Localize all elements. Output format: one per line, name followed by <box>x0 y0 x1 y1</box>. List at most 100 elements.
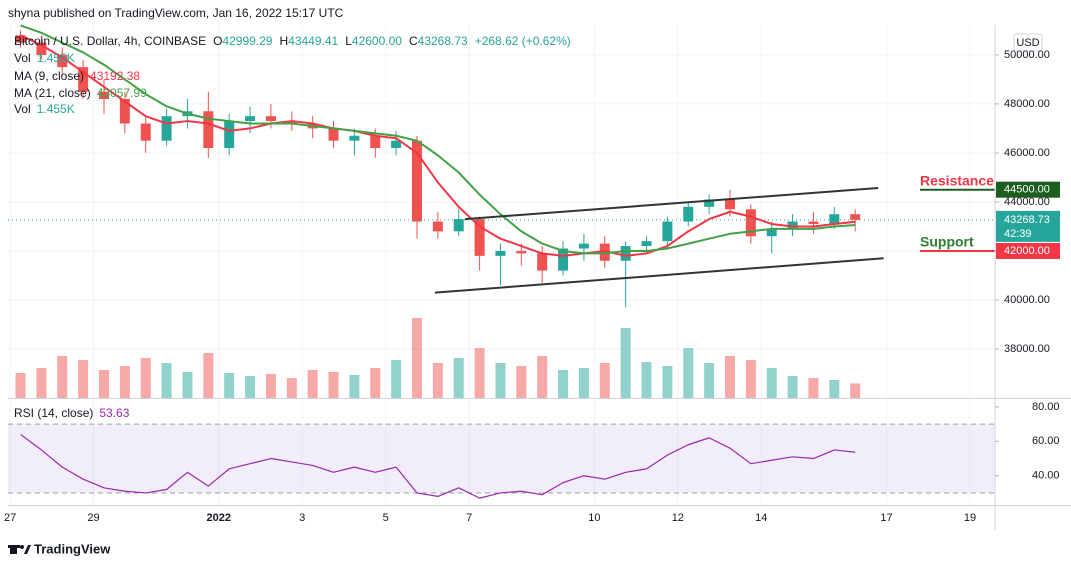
brand-logo <box>8 545 31 554</box>
rsi-tick-label: 40.00 <box>1032 470 1060 482</box>
ohlc-key: C <box>409 34 418 48</box>
volume-bar <box>724 356 735 398</box>
level-box <box>996 242 1060 259</box>
indicator-legend: MA (9, close) 43192.38 <box>14 69 140 83</box>
logo-part <box>8 545 20 548</box>
y-tick-label: 40000.00 <box>1004 294 1050 306</box>
candle-body <box>766 228 777 237</box>
volume-bar <box>745 360 756 398</box>
candle-body <box>203 111 214 149</box>
candle-body <box>286 121 297 124</box>
rsi-pane <box>8 423 995 499</box>
indicator-name: MA (21, close) <box>14 86 91 100</box>
volume-bar <box>286 378 297 398</box>
level-label: 44500.00 <box>1004 184 1050 196</box>
volume-bar <box>432 363 443 398</box>
indicator-legend: Vol 1.455K <box>14 102 75 116</box>
current-price-box <box>996 210 1060 242</box>
x-tick-label: 7 <box>466 512 472 524</box>
volume-bar <box>766 368 777 398</box>
publish-note: shyna published on TradingView.com, Jan … <box>8 6 344 20</box>
ohlc-key: O <box>213 34 222 48</box>
level-box <box>996 181 1060 198</box>
volume-bar <box>808 378 819 398</box>
volume-bar <box>474 348 485 398</box>
candle-body <box>641 241 652 247</box>
x-tick-label: 17 <box>880 512 892 524</box>
rsi-tick-label: 60.00 <box>1032 435 1060 447</box>
volume-bar <box>203 353 214 398</box>
candle-body <box>620 246 631 261</box>
y-tick-label: 46000.00 <box>1004 147 1050 159</box>
labels: 27 29 2022 3 5 7 10 12 14 17 19 38000.00 40000.00 420… <box>4 34 1060 524</box>
ohlc-key: H <box>279 34 288 48</box>
candle-body <box>537 253 548 271</box>
volume <box>15 318 861 398</box>
candle-body <box>850 214 861 220</box>
candle-body <box>578 243 589 249</box>
candle-body <box>453 219 464 232</box>
volume-bar <box>850 383 861 398</box>
x-tick-label: 29 <box>87 512 99 524</box>
volume-bar <box>15 373 26 398</box>
y-tick-label: 38000.00 <box>1004 343 1050 355</box>
volume-bar <box>537 356 548 398</box>
volume-bar <box>265 374 276 398</box>
moving-average-line <box>20 24 856 255</box>
candle-body <box>245 116 256 122</box>
symbol-legend: Bitcoin / U.S. Dollar, 4h, COINBASE O4299… <box>14 34 571 48</box>
currency-box[interactable] <box>1013 33 1043 52</box>
current-price-label: 43268.73 <box>1004 214 1050 226</box>
brand: TradingView <box>34 541 111 556</box>
volume-bar <box>57 356 68 398</box>
symbol-title: Bitcoin / U.S. Dollar, 4h, COINBASE <box>14 34 206 48</box>
indicator-value: 43192.38 <box>90 69 140 83</box>
volume-bar <box>245 376 256 398</box>
volume-bar <box>391 360 402 398</box>
level-name: Support <box>920 234 974 250</box>
ohlc-value: 43449.41 <box>288 34 338 48</box>
volume-bar <box>453 358 464 398</box>
indicator-name: Vol <box>14 51 31 65</box>
volume-bar <box>829 380 840 398</box>
volume-bar <box>620 328 631 398</box>
volume-bar <box>36 368 47 398</box>
rsi-tick-label: 80.00 <box>1032 401 1060 413</box>
candle-body <box>349 135 360 141</box>
candle-body <box>224 121 235 149</box>
level-label: 42000.00 <box>1004 245 1050 257</box>
volume-bar <box>578 368 589 398</box>
rsi-legend: RSI (14, close) 53.63 <box>14 406 130 420</box>
candle-body <box>829 214 840 224</box>
moving-average-line <box>20 34 856 257</box>
volume-bar <box>349 375 360 398</box>
candle-body <box>662 221 673 242</box>
indicator-legend: Vol 1.455K <box>14 51 75 65</box>
volume-bar <box>182 372 193 398</box>
indicator-value: 1.455K <box>37 51 75 65</box>
volume-bar <box>495 363 506 398</box>
indicator-value: 43057.99 <box>97 86 147 100</box>
candle-body <box>15 35 26 43</box>
candle-body <box>411 140 422 222</box>
y-tick-label: 44000.00 <box>1004 196 1050 208</box>
candle-body <box>787 221 798 229</box>
trendline <box>464 186 879 221</box>
candle-body <box>683 206 694 222</box>
x-tick-label: 27 <box>4 512 16 524</box>
volume-bar <box>641 362 652 398</box>
logo-part <box>10 545 17 554</box>
level-name: Resistance <box>920 172 994 188</box>
candle-body <box>474 219 485 256</box>
ohlc-value: 42600.00 <box>352 34 402 48</box>
countdown: 42:39 <box>1004 228 1032 240</box>
candle-body <box>328 128 339 141</box>
candle-body <box>495 250 506 256</box>
x-tick-label: 10 <box>588 512 600 524</box>
volume-bar <box>683 348 694 398</box>
indicator-name: MA (9, close) <box>14 69 84 83</box>
currency: USD <box>1016 37 1039 49</box>
candle-body <box>161 116 172 141</box>
candle-body <box>57 54 68 68</box>
